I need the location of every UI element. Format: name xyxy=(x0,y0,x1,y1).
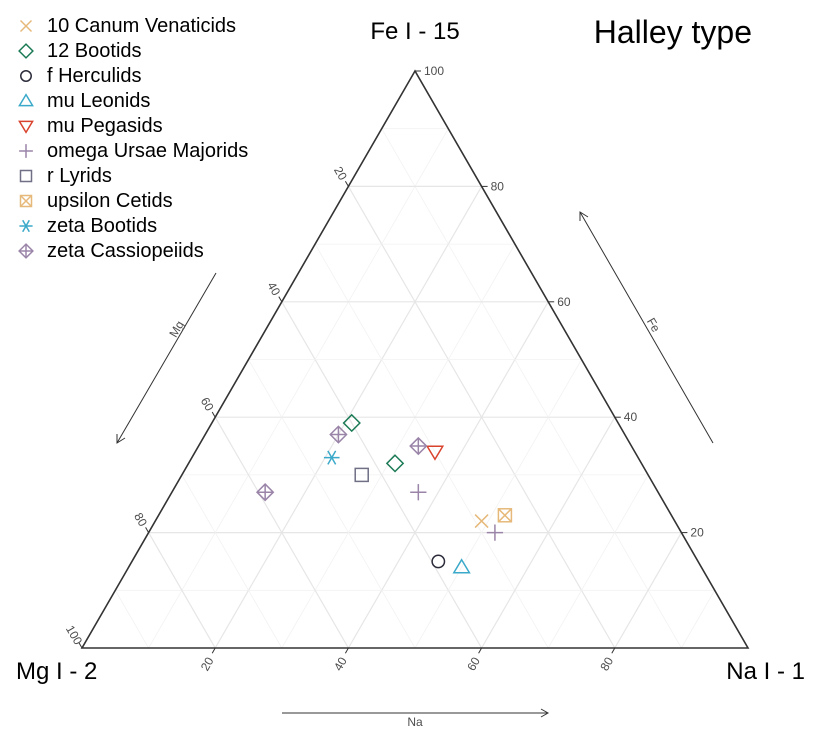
data-point-omega-ursae-majorids xyxy=(486,524,504,541)
legend-item: 12 Bootids xyxy=(18,40,142,62)
mg-axis-label: Mg xyxy=(166,318,186,339)
data-point-omega-ursae-majorids xyxy=(410,484,427,501)
legend-label: omega Ursae Majorids xyxy=(47,140,248,162)
data-point-zeta-cassiopeiids xyxy=(409,436,428,456)
grid-line-mg xyxy=(381,128,682,649)
grid-line-na xyxy=(281,243,516,649)
data-point-r-lyrids xyxy=(354,467,369,483)
grid-line-mg xyxy=(248,359,416,649)
legend-marker xyxy=(18,243,34,259)
data-points xyxy=(255,413,513,574)
legend-marker xyxy=(19,19,33,33)
na-axis-arrow: Na xyxy=(282,708,550,729)
vertex-label-top: Fe I - 15 xyxy=(370,18,459,45)
grid-line-mg xyxy=(148,532,216,649)
vertex-label-left: Mg I - 2 xyxy=(16,658,97,685)
mg-tick-label: 100 xyxy=(63,623,85,648)
tick-labels: 20 40 60 80 100 20 40 60 80 100 20 40 60 80 xyxy=(63,64,704,673)
mg-tick-label: 80 xyxy=(131,510,150,529)
legend-item: omega Ursae Majorids xyxy=(19,140,248,162)
fe-tick-label: 20 xyxy=(690,526,704,540)
mg-tick-mark xyxy=(278,296,283,303)
grid-line-mg xyxy=(214,416,349,649)
mg-axis-arrow: Mg xyxy=(116,272,217,444)
data-point-zeta-cassiopeiids xyxy=(255,483,275,502)
na-tick-label: 20 xyxy=(198,654,217,673)
data-point-zeta-cassiopeiids xyxy=(329,425,348,444)
triangle-frame xyxy=(80,69,750,649)
mg-tick-mark xyxy=(145,527,150,533)
data-point-zeta-bootids xyxy=(323,450,340,465)
data-point-f-herculids xyxy=(431,554,446,569)
legend-marker xyxy=(18,93,34,107)
fe-tick-label: 40 xyxy=(624,410,638,424)
legend-item: mu Leonids xyxy=(18,90,150,112)
legend-marker xyxy=(18,120,34,134)
chart-title: Halley type xyxy=(594,14,752,50)
na-axis-label: Na xyxy=(407,715,423,729)
na-tick-mark xyxy=(478,647,483,654)
legend-label: f Herculids xyxy=(47,65,141,87)
fe-axis-arrow: Fe xyxy=(579,211,714,444)
grid-line-na xyxy=(681,590,716,649)
fe-tick-label: 80 xyxy=(491,179,505,193)
mg-tick-label: 20 xyxy=(331,164,350,183)
legend: 10 Canum Venaticids 12 Bootids f Herculids… xyxy=(18,15,248,262)
grid-line-na xyxy=(481,416,616,649)
legend-marker xyxy=(19,144,33,158)
grid-line-na xyxy=(547,474,649,649)
legend-label: upsilon Cetids xyxy=(47,190,173,212)
grid-line-mg xyxy=(181,474,283,649)
fe-axis-label: Fe xyxy=(644,315,663,334)
na-tick-mark xyxy=(344,647,349,654)
mg-tick-label: 60 xyxy=(198,395,217,414)
mg-tick-mark xyxy=(211,411,216,418)
data-point-12-bootids xyxy=(342,413,361,433)
legend-label: r Lyrids xyxy=(47,165,112,187)
na-tick-label: 80 xyxy=(597,654,616,673)
legend-item: f Herculids xyxy=(20,65,141,87)
na-tick-mark xyxy=(611,647,616,654)
vertex-label-right: Na I - 1 xyxy=(726,658,805,685)
legend-marker xyxy=(19,194,33,208)
legend-item: zeta Bootids xyxy=(19,215,157,237)
legend-label: mu Pegasids xyxy=(47,115,163,137)
legend-item: zeta Cassiopeiids xyxy=(18,240,204,262)
legend-label: mu Leonids xyxy=(47,90,150,112)
grid-line-na xyxy=(614,532,682,649)
legend-marker xyxy=(20,70,32,82)
grid-line-mg xyxy=(114,590,149,649)
mg-tick-mark xyxy=(344,180,349,187)
grid-line-na xyxy=(148,128,449,649)
fe-tick-label: 60 xyxy=(557,295,571,309)
na-tick-mark xyxy=(211,647,216,654)
mg-tick-label: 40 xyxy=(264,280,283,299)
legend-label: zeta Cassiopeiids xyxy=(47,240,204,262)
legend-marker xyxy=(19,219,33,233)
data-point-upsilon-cetids xyxy=(497,508,513,523)
data-point-12-bootids xyxy=(385,454,405,473)
legend-marker xyxy=(18,43,34,59)
triangle-outline xyxy=(80,69,750,649)
na-tick-label: 40 xyxy=(331,654,350,673)
na-tick-label: 60 xyxy=(464,654,483,673)
data-point-mu-pegasids xyxy=(425,445,445,461)
legend-item: mu Pegasids xyxy=(18,115,163,137)
mg-tick-mark xyxy=(78,642,83,649)
fe-tick-label: 100 xyxy=(424,64,444,78)
grid-line-na xyxy=(414,359,582,649)
legend-label: 10 Canum Venaticids xyxy=(47,15,236,37)
legend-label: 12 Bootids xyxy=(47,40,142,62)
legend-item: 10 Canum Venaticids xyxy=(19,15,236,37)
legend-marker xyxy=(19,169,33,183)
data-point-mu-leonids xyxy=(452,558,471,574)
legend-item: r Lyrids xyxy=(19,165,112,187)
legend-item: upsilon Cetids xyxy=(19,190,173,212)
legend-label: zeta Bootids xyxy=(47,215,157,237)
data-point-10-canum-venaticids xyxy=(474,514,489,529)
grid-lines xyxy=(114,128,716,649)
